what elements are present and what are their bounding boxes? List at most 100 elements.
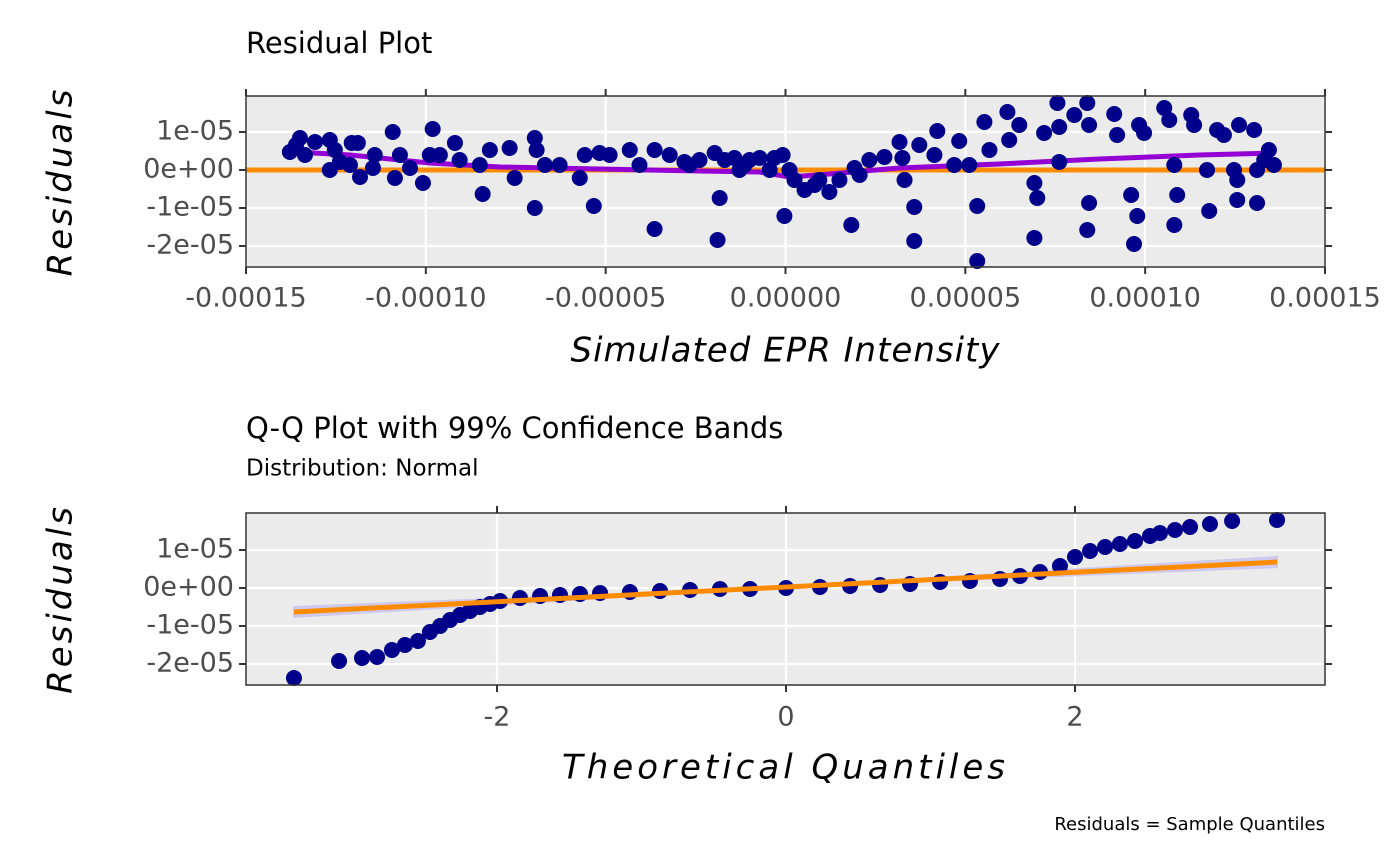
- point: [1161, 111, 1178, 128]
- point: [391, 146, 408, 163]
- point: [1026, 174, 1043, 191]
- point: [1167, 522, 1184, 539]
- point: [1109, 126, 1126, 143]
- point: [551, 156, 568, 173]
- point: [1106, 105, 1123, 122]
- point: [446, 134, 463, 151]
- point: [1136, 124, 1153, 141]
- point: [369, 648, 386, 665]
- point: [621, 141, 638, 158]
- point: [1199, 161, 1216, 178]
- point: [774, 146, 791, 163]
- point: [1049, 94, 1066, 111]
- point: [471, 156, 488, 173]
- point: [528, 141, 545, 158]
- point: [976, 113, 993, 130]
- point: [1229, 171, 1246, 188]
- point: [1097, 539, 1114, 556]
- chart-title: Q-Q Plot with 99% Confidence Bands: [246, 411, 783, 445]
- point: [1249, 194, 1266, 211]
- point: [291, 129, 308, 146]
- y-tick-label: -1e-05: [146, 609, 234, 640]
- point: [861, 151, 878, 168]
- point: [831, 171, 848, 188]
- y-tick-label: 0e+00: [143, 572, 234, 603]
- point: [821, 183, 838, 200]
- x-tick-label: 2: [1066, 702, 1083, 733]
- point: [906, 232, 923, 249]
- point: [585, 197, 602, 214]
- point: [1111, 536, 1128, 553]
- y-tick-label: -1e-05: [146, 191, 234, 222]
- point: [526, 199, 543, 216]
- point: [631, 156, 648, 173]
- point: [285, 669, 302, 686]
- point: [1182, 519, 1199, 536]
- point: [872, 576, 889, 593]
- point: [536, 156, 553, 173]
- point: [1029, 189, 1046, 206]
- point: [1229, 191, 1246, 208]
- point: [906, 198, 923, 215]
- x-tick-label: 0.00015: [1269, 283, 1381, 314]
- x-tick-label: 0.00000: [730, 283, 842, 314]
- point: [969, 252, 986, 269]
- point: [876, 148, 893, 165]
- point: [474, 186, 491, 203]
- point: [911, 136, 928, 153]
- point: [969, 197, 986, 214]
- point: [1260, 141, 1277, 158]
- point: [431, 146, 448, 163]
- point: [331, 652, 348, 669]
- point: [414, 174, 431, 191]
- y-tick-label: -2e-05: [146, 647, 234, 678]
- point: [691, 151, 708, 168]
- point: [843, 216, 860, 233]
- point: [601, 146, 618, 163]
- point: [896, 171, 913, 188]
- point: [1231, 116, 1248, 133]
- point: [501, 139, 518, 156]
- x-tick-label: -2: [484, 702, 511, 733]
- y-tick-label: 0e+00: [143, 153, 234, 184]
- point: [646, 141, 663, 158]
- point: [1051, 558, 1068, 575]
- caption: Residuals = Sample Quantiles: [1054, 814, 1325, 835]
- point: [526, 129, 543, 146]
- point: [711, 189, 728, 206]
- point: [352, 168, 369, 185]
- point: [451, 151, 468, 168]
- point: [1224, 513, 1241, 530]
- point: [1081, 194, 1098, 211]
- point: [1026, 229, 1043, 246]
- point: [951, 132, 968, 149]
- point: [1201, 516, 1218, 533]
- point: [946, 156, 963, 173]
- chart-subtitle: Distribution: Normal: [246, 456, 478, 482]
- point: [354, 649, 371, 666]
- point: [384, 123, 401, 140]
- point: [364, 159, 381, 176]
- point: [1215, 126, 1232, 143]
- point: [1123, 186, 1140, 203]
- point: [776, 208, 793, 225]
- point: [1081, 116, 1098, 133]
- point: [1169, 186, 1186, 203]
- point: [851, 167, 868, 184]
- point: [1269, 512, 1286, 529]
- fit-line: [293, 559, 1278, 615]
- point: [571, 170, 588, 187]
- point: [926, 146, 943, 163]
- point: [1051, 153, 1068, 170]
- point: [409, 633, 426, 650]
- point: [1051, 118, 1068, 135]
- point: [1166, 216, 1183, 233]
- point: [981, 141, 998, 158]
- point: [646, 221, 663, 237]
- point: [1246, 121, 1263, 138]
- point: [751, 149, 768, 166]
- point: [1126, 533, 1143, 550]
- point: [424, 120, 441, 137]
- point: [506, 170, 523, 187]
